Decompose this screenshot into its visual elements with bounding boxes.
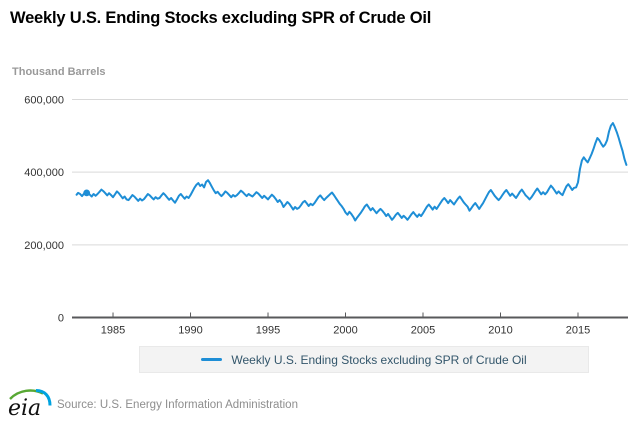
y-tick-label: 600,000 <box>24 95 64 107</box>
footer: eia Source: U.S. Energy Information Admi… <box>0 384 640 427</box>
y-tick-label: 0 <box>58 313 64 325</box>
legend-label: Weekly U.S. Ending Stocks excluding SPR … <box>231 352 527 367</box>
y-tick-label: 400,000 <box>24 167 64 179</box>
page-title: Weekly U.S. Ending Stocks excluding SPR … <box>10 9 432 27</box>
eia-logo[interactable]: eia <box>6 386 54 422</box>
logo-blue-swoosh-icon <box>35 389 52 406</box>
x-tick-label: 2015 <box>566 325 590 337</box>
legend: Weekly U.S. Ending Stocks excluding SPR … <box>139 346 589 373</box>
series-line-swatch-icon <box>201 358 223 361</box>
source-attribution: Source: U.S. Energy Information Administ… <box>57 399 298 411</box>
legend-item-series[interactable]: Weekly U.S. Ending Stocks excluding SPR … <box>201 352 527 367</box>
logo-text: eia <box>8 396 41 421</box>
y-tick-label: 200,000 <box>24 240 64 252</box>
x-tick-label: 1990 <box>178 325 202 337</box>
x-tick-label: 2005 <box>411 325 435 337</box>
x-tick-label: 2000 <box>333 325 357 337</box>
series-point-marker <box>83 189 91 197</box>
series-line <box>75 122 628 222</box>
y-axis-units-label: Thousand Barrels <box>12 66 106 78</box>
x-tick-label: 2010 <box>488 325 512 337</box>
x-tick-label: 1985 <box>101 325 125 337</box>
x-tick-label: 1995 <box>256 325 280 337</box>
